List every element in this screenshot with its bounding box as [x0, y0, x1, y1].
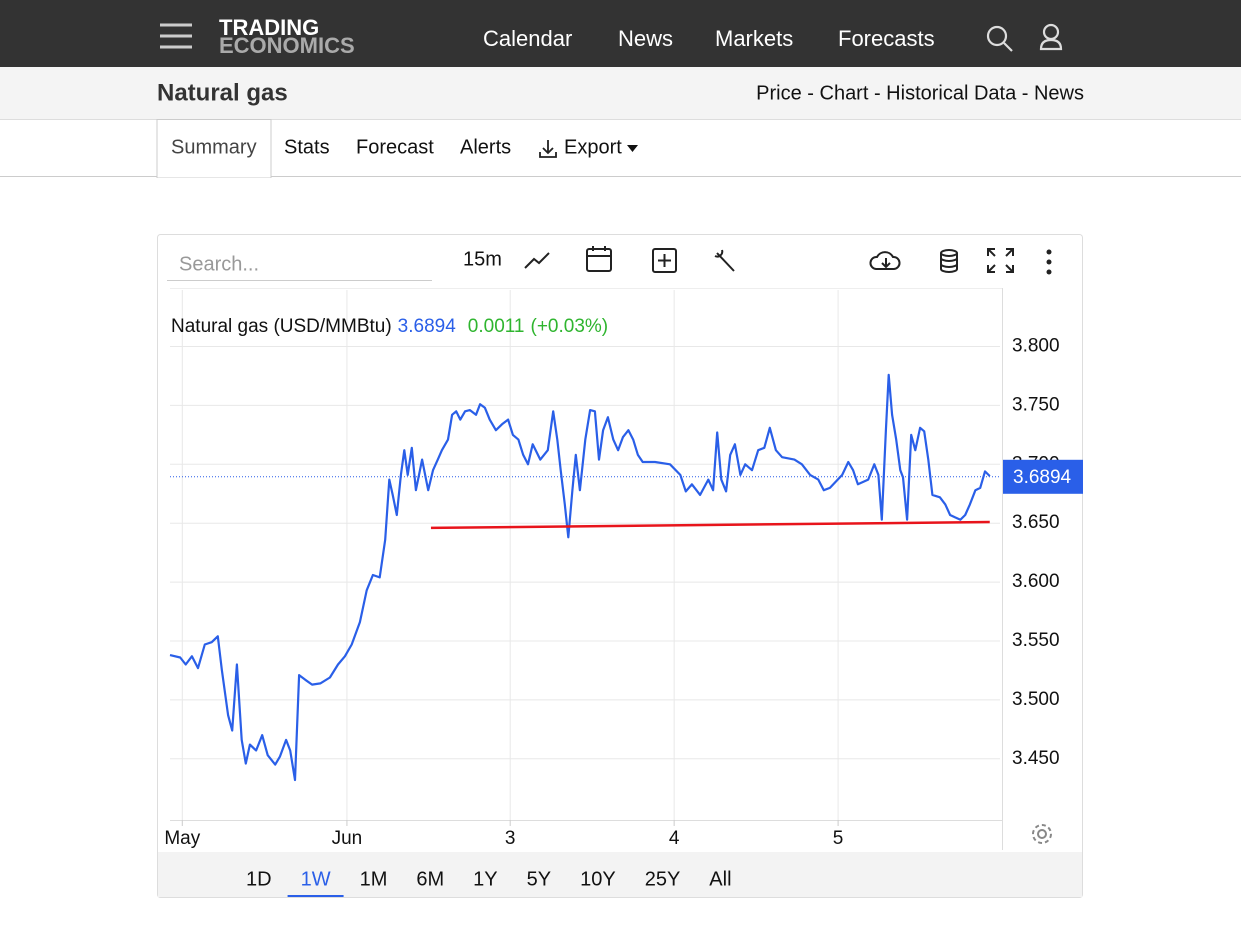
tab[interactable]: Export	[564, 136, 622, 158]
tab[interactable]: Stats	[284, 136, 330, 158]
price-tag	[1003, 459, 1083, 494]
menu-button[interactable]	[160, 23, 192, 49]
chart-title: Natural gas (USD/MMBtu)	[171, 316, 392, 337]
x-tick-label: May	[164, 828, 200, 849]
x-tick-label: 3	[505, 828, 516, 849]
change: 0.0011	[468, 316, 525, 337]
y-tick-label: 3.450	[1012, 748, 1060, 769]
range-button[interactable]: 6M	[416, 868, 444, 890]
range-button[interactable]: 1M	[360, 868, 388, 890]
y-tick-label: 3.600	[1012, 571, 1060, 592]
logo-bottom[interactable]: ECONOMICS	[219, 33, 355, 58]
chart-card	[157, 234, 1083, 898]
range-button[interactable]: 1D	[246, 868, 272, 890]
database-icon[interactable]	[940, 249, 958, 273]
chart-legend: Natural gas (USD/MMBtu) 3.6894 0.0011 (+0.0…	[171, 316, 608, 337]
range-button[interactable]: 5Y	[527, 868, 551, 890]
download-icon[interactable]	[869, 251, 901, 270]
last-price: 3.6894	[398, 316, 457, 337]
x-tick-label: Jun	[332, 828, 363, 849]
x-tick-label: 5	[833, 828, 844, 849]
nav-link[interactable]: Markets	[715, 26, 793, 51]
support-line	[430, 520, 990, 530]
tab[interactable]: Alerts	[460, 136, 511, 158]
logo-top[interactable]: TRADING	[219, 15, 319, 40]
calendar-icon[interactable]	[586, 246, 612, 272]
search-input[interactable]: Search...	[179, 253, 259, 275]
y-tick-label: 3.550	[1012, 630, 1060, 651]
add-indicator-icon[interactable]	[652, 248, 677, 273]
range-bar	[158, 852, 1082, 897]
more-icon[interactable]	[1046, 249, 1052, 275]
nav-link[interactable]: News	[618, 26, 673, 51]
interval-button[interactable]: 15m	[463, 248, 502, 270]
tab[interactable]: Forecast	[356, 136, 434, 158]
y-tick-label: 3.750	[1012, 394, 1060, 415]
page-title: Natural gas	[157, 79, 288, 106]
nav-link[interactable]: Calendar	[483, 26, 572, 51]
plot: 3.4503.5003.5503.6003.6503.7003.7503.800…	[164, 290, 1083, 849]
settings-tool-icon[interactable]	[714, 249, 735, 272]
chart-type-icon[interactable]	[524, 252, 550, 269]
y-tick-label: 3.800	[1012, 336, 1060, 357]
range-button[interactable]: 1Y	[473, 868, 497, 890]
tab[interactable]: Summary	[171, 136, 257, 158]
range-button[interactable]: All	[709, 868, 731, 890]
range-button[interactable]: 10Y	[580, 868, 616, 890]
range-button[interactable]: 1W	[301, 868, 331, 890]
user-icon[interactable]	[1039, 23, 1063, 51]
page-links[interactable]: Price - Chart - Historical Data - News	[756, 82, 1084, 104]
price-tag-label: 3.6894	[1013, 467, 1072, 488]
fullscreen-icon[interactable]	[987, 248, 1014, 273]
range-button[interactable]: 25Y	[645, 868, 681, 890]
change-percent: (+0.03%)	[531, 316, 609, 337]
chart-settings-icon[interactable]	[1032, 824, 1052, 844]
y-tick-label: 3.500	[1012, 689, 1060, 710]
header-bar	[0, 0, 1241, 67]
title-bar	[0, 67, 1241, 119]
search-icon[interactable]	[986, 25, 1013, 52]
y-tick-label: 3.650	[1012, 512, 1060, 533]
caret	[627, 145, 638, 152]
x-tick-label: 4	[669, 828, 680, 849]
nav-link[interactable]: Forecasts	[838, 26, 935, 51]
price-line	[169, 373, 991, 782]
export-icon[interactable]	[539, 140, 557, 158]
